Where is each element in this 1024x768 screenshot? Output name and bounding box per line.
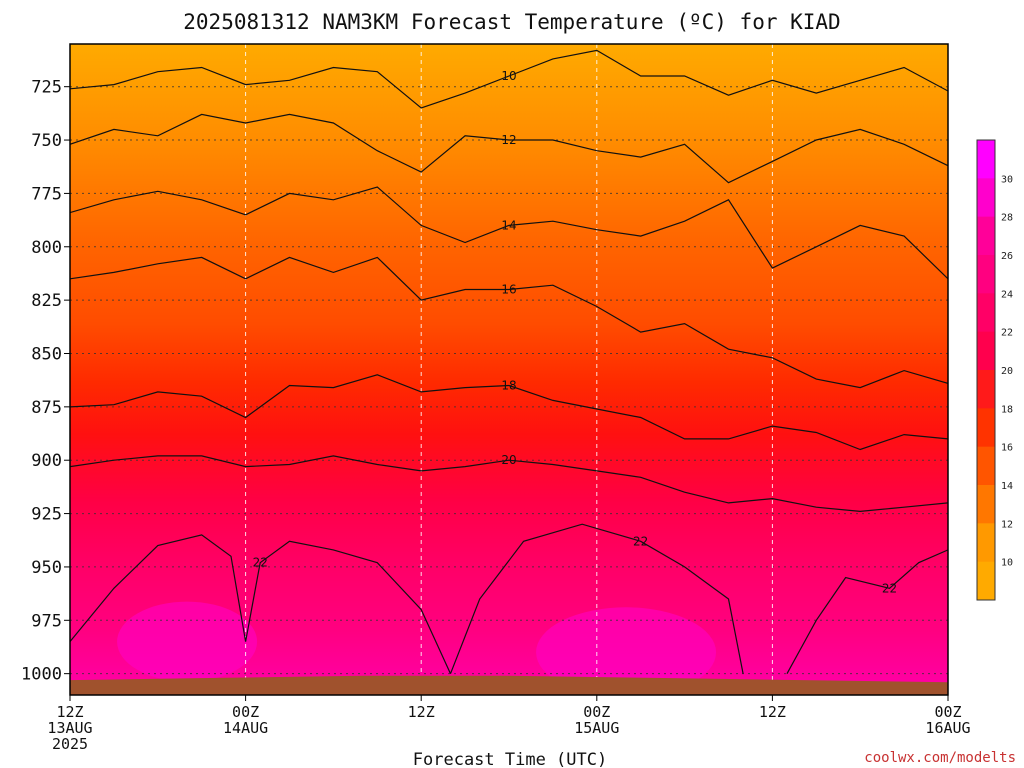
colorbar-label: 16 bbox=[1001, 443, 1013, 454]
contour-10 bbox=[70, 49, 948, 109]
colorbar-swatch bbox=[977, 255, 995, 294]
x-tick-label: 00Z bbox=[583, 703, 610, 721]
colorbar-label: 10 bbox=[1001, 558, 1013, 569]
contour-22 bbox=[449, 523, 744, 674]
warm-pocket bbox=[536, 607, 717, 695]
contour-label: 22 bbox=[882, 581, 897, 595]
contour-lines: 10 12 14 16 18 20 22 22 22 bbox=[70, 49, 948, 674]
colorbar-label: 12 bbox=[1001, 519, 1013, 530]
colorbar-swatch bbox=[977, 523, 995, 563]
y-axis: 725 750 775 800 825 850 875 900 925 950 975 1000 bbox=[21, 78, 70, 685]
x-tick-label: 12Z bbox=[56, 703, 83, 721]
chart-title: 2025081312 NAM3KM Forecast Temperature (… bbox=[183, 10, 840, 34]
contour-label: 18 bbox=[501, 379, 516, 393]
contour-16 bbox=[70, 256, 948, 389]
y-tick-label: 825 bbox=[31, 291, 62, 311]
plot-area: 10 12 14 16 18 20 22 22 22 bbox=[70, 44, 948, 695]
colorbar-label: 26 bbox=[1001, 251, 1013, 262]
x-tick-label: 00Z bbox=[232, 703, 259, 721]
y-tick-label: 775 bbox=[31, 184, 62, 204]
colorbar-label: 28 bbox=[1001, 213, 1013, 224]
colorbar-swatch bbox=[977, 485, 995, 524]
contour-label: 22 bbox=[253, 556, 268, 570]
contour-12 bbox=[70, 113, 948, 184]
y-tick-label: 750 bbox=[31, 131, 62, 151]
contour-label: 10 bbox=[501, 69, 516, 83]
warm-pockets bbox=[117, 601, 717, 695]
warm-pocket bbox=[117, 601, 258, 682]
y-tick-label: 725 bbox=[31, 78, 62, 98]
y-tick-label: 850 bbox=[31, 344, 62, 364]
colorbar-label: 14 bbox=[1001, 481, 1013, 492]
y-tick-label: 925 bbox=[31, 505, 62, 525]
contour-label: 14 bbox=[501, 218, 516, 232]
x-tick-label: 12Z bbox=[408, 703, 435, 721]
colorbar-frame bbox=[976, 139, 996, 601]
colorbar-swatch bbox=[977, 408, 995, 448]
colorbar-label: 30 bbox=[1001, 174, 1013, 185]
temperature-field bbox=[70, 44, 948, 695]
x-axis-label: Forecast Time (UTC) bbox=[413, 750, 607, 768]
x-tick-label: 00Z bbox=[934, 703, 961, 721]
x-tick-label: 12Z bbox=[759, 703, 786, 721]
colorbar-swatch bbox=[977, 178, 995, 218]
contour-22 bbox=[786, 549, 948, 674]
terrain-ground bbox=[70, 675, 948, 695]
x-tick-label: 2025 bbox=[52, 735, 88, 753]
colorbar-label: 18 bbox=[1001, 404, 1013, 415]
colorbar-swatch bbox=[977, 370, 995, 409]
colorbar-swatch bbox=[977, 140, 995, 179]
contour-label: 20 bbox=[501, 453, 516, 467]
contour-label: 12 bbox=[501, 133, 516, 147]
colorbar-swatch bbox=[977, 446, 995, 486]
contour-20 bbox=[70, 455, 948, 513]
y-tick-label: 800 bbox=[31, 238, 62, 258]
contour-18 bbox=[70, 374, 948, 451]
x-tick-label: 16AUG bbox=[925, 719, 970, 737]
contour-14 bbox=[70, 186, 948, 280]
credit-link[interactable]: coolwx.com/modelts bbox=[864, 750, 1016, 766]
contour-label: 22 bbox=[633, 534, 648, 548]
colorbar-label: 24 bbox=[1001, 289, 1013, 300]
contour-22 bbox=[70, 534, 452, 674]
colorbar-swatch bbox=[977, 293, 995, 333]
x-tick-label: 13AUG bbox=[47, 719, 92, 737]
y-tick-label: 950 bbox=[31, 558, 62, 578]
colorbar: 30 28 26 24 22 20 18 16 14 12 10 bbox=[976, 139, 1013, 601]
y-tick-label: 1000 bbox=[21, 665, 62, 685]
plot-frame bbox=[69, 43, 949, 696]
colorbar-swatch bbox=[977, 561, 995, 601]
x-tick-label: 15AUG bbox=[574, 719, 619, 737]
colorbar-label: 20 bbox=[1001, 366, 1013, 377]
y-tick-label: 975 bbox=[31, 611, 62, 631]
colorbar-swatch bbox=[977, 216, 995, 256]
colorbar-label: 22 bbox=[1001, 328, 1013, 339]
contour-label: 16 bbox=[501, 282, 516, 296]
x-tick-label: 14AUG bbox=[223, 719, 268, 737]
colorbar-swatch bbox=[977, 331, 995, 371]
y-tick-label: 875 bbox=[31, 398, 62, 418]
y-tick-label: 900 bbox=[31, 451, 62, 471]
